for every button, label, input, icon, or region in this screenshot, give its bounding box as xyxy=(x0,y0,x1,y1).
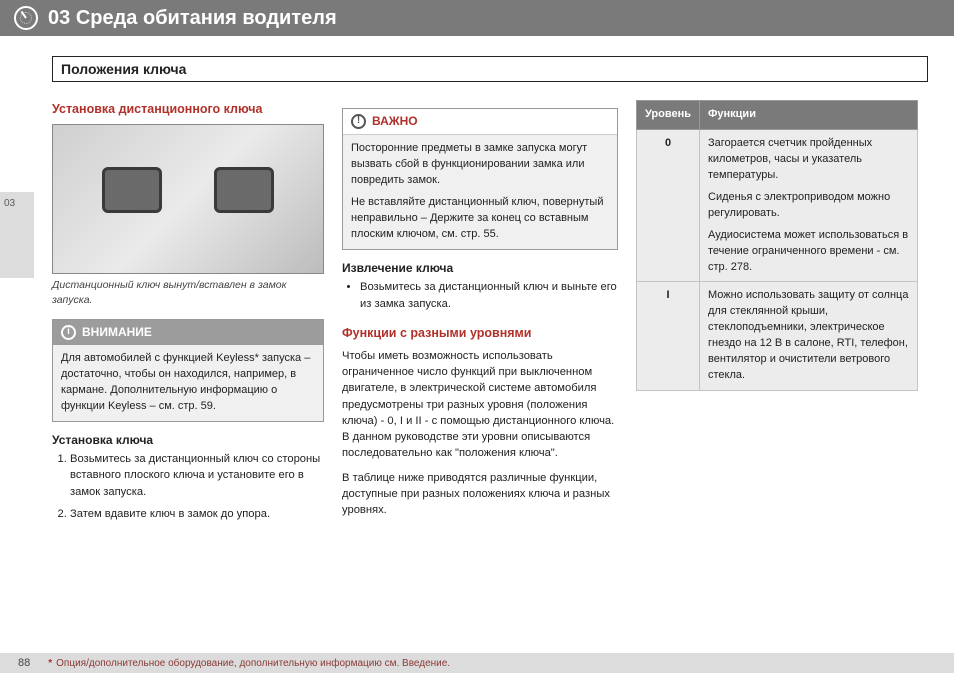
chapter-header: 03 Среда обитания водителя xyxy=(0,0,954,36)
heading-extract-key: Извлечение ключа xyxy=(342,260,618,277)
install-step-1: Возьмитесь за дистанционный ключ со стор… xyxy=(70,451,324,500)
callout-attention-title: ВНИМАНИЕ xyxy=(82,324,152,341)
table-row: I Можно использовать защиту от солнца дл… xyxy=(637,282,918,391)
func-cell-1: Можно использовать защиту от солнца для … xyxy=(700,282,918,391)
page-footer: 88 * Опция/дополнительное оборудование, … xyxy=(0,653,954,673)
column-2: ! ВАЖНО Посторонние предметы в замке зап… xyxy=(342,100,618,528)
callout-important-body: Посторонние предметы в замке запуска мог… xyxy=(343,135,617,249)
func-0-p0: Загорается счетчик пройденных километров… xyxy=(708,136,909,184)
footnote-text: Опция/дополнительное оборудование, допол… xyxy=(56,658,450,669)
figure-caption: Дистанционный ключ вынут/вставлен в замо… xyxy=(52,278,324,308)
func-0-p2: Аудиосистема может использоваться в тече… xyxy=(708,228,909,276)
callout-attention-text: Для автомобилей с функцией Keyless* запу… xyxy=(61,351,315,415)
chapter-number: 03 xyxy=(48,7,70,29)
column-1: Установка дистанционного ключа Дистанцио… xyxy=(52,100,324,528)
important-p1: Посторонние предметы в замке запуска мог… xyxy=(351,141,609,189)
functions-table: Уровень Функции 0 Загорается счетчик про… xyxy=(636,100,918,391)
extract-bullets: Возьмитесь за дистанционный ключ и выньт… xyxy=(342,279,618,311)
heading-levels: Функции с разными уровнями xyxy=(342,324,618,342)
install-steps: Возьмитесь за дистанционный ключ со стор… xyxy=(52,451,324,522)
heading-install-key: Установка ключа xyxy=(52,432,324,449)
column-3: Уровень Функции 0 Загорается счетчик про… xyxy=(636,100,918,528)
callout-attention-header: i ВНИМАНИЕ xyxy=(53,320,323,345)
extract-bullet-1: Возьмитесь за дистанционный ключ и выньт… xyxy=(360,279,618,311)
install-step-2: Затем вдавите ключ в замок до упора. xyxy=(70,506,324,522)
callout-important-header: ! ВАЖНО xyxy=(343,109,617,135)
th-level: Уровень xyxy=(637,101,700,130)
gauge-icon xyxy=(14,6,38,30)
important-p2: Не вставляйте дистанционный ключ, поверн… xyxy=(351,195,609,243)
level-cell-0: 0 xyxy=(637,129,700,282)
th-functions: Функции xyxy=(700,101,918,130)
levels-para-1: Чтобы иметь возможность использовать огр… xyxy=(342,348,618,462)
section-title-box: Положения ключа xyxy=(52,56,928,82)
figure-key-slot xyxy=(52,124,324,274)
info-icon: i xyxy=(61,325,76,340)
func-cell-0: Загорается счетчик пройденных километров… xyxy=(700,129,918,282)
page-number: 88 xyxy=(18,657,30,669)
chapter-title: 03 Среда обитания водителя xyxy=(48,7,337,30)
side-tab: 03 xyxy=(0,192,34,278)
section-title: Положения ключа xyxy=(61,61,919,77)
func-0-p1: Сиденья с электроприводом можно регулиро… xyxy=(708,190,909,222)
heading-install-remote: Установка дистанционного ключа xyxy=(52,100,324,118)
func-1-p0: Можно использовать защиту от солнца для … xyxy=(708,288,909,384)
level-cell-1: I xyxy=(637,282,700,391)
callout-important: ! ВАЖНО Посторонние предметы в замке зап… xyxy=(342,108,618,250)
levels-para-2: В таблице ниже приводятся различные функ… xyxy=(342,470,618,519)
callout-important-title: ВАЖНО xyxy=(372,113,418,130)
warning-icon: ! xyxy=(351,114,366,129)
callout-attention-body: Для автомобилей с функцией Keyless* запу… xyxy=(53,345,323,421)
callout-attention: i ВНИМАНИЕ Для автомобилей с функцией Ke… xyxy=(52,319,324,422)
footnote-star: * xyxy=(48,658,52,669)
chapter-title-text: Среда обитания водителя xyxy=(76,7,337,29)
table-row: 0 Загорается счетчик пройденных километр… xyxy=(637,129,918,282)
